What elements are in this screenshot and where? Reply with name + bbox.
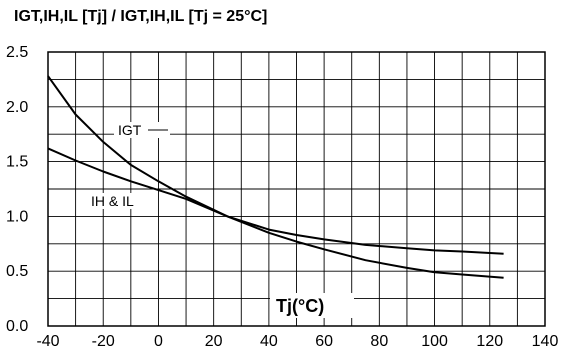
x-tick-labels: -40 -20 0 20 40 60 80 100 120 140 [36, 333, 558, 350]
label-background [270, 293, 354, 318]
annotations: IGT IH & IL Tj(°C) [88, 122, 354, 318]
series-layer [47, 75, 504, 279]
plot-frame [47, 51, 546, 327]
label-background [114, 122, 170, 138]
y-tick-label: 2.0 [6, 99, 28, 116]
y-tick-label: 0.0 [6, 318, 28, 335]
x-tick-label: -20 [92, 333, 115, 350]
y-tick-label: 1.5 [6, 154, 28, 171]
x-tick-label: 60 [315, 333, 333, 350]
series-line-1 [47, 147, 504, 279]
x-tick-label: 80 [370, 333, 388, 350]
x-tick-label: 120 [476, 333, 503, 350]
y-tick-label: 1.0 [6, 208, 28, 225]
y-tick-label: 0.5 [6, 263, 28, 280]
x-tick-label: -40 [36, 333, 59, 350]
label-background [88, 193, 152, 209]
x-tick-label: 20 [205, 333, 223, 350]
series-label-igt: IGT [118, 122, 142, 138]
x-tick-label: 40 [260, 333, 278, 350]
x-tick-label: 100 [421, 333, 448, 350]
x-tick-label: 0 [154, 333, 163, 350]
x-axis-label: Tj(°C) [276, 296, 324, 316]
series-line-0 [47, 75, 504, 255]
y-tick-labels: 0.0 0.5 1.0 1.5 2.0 2.5 [6, 44, 28, 335]
y-tick-label: 2.5 [6, 44, 28, 61]
grid [48, 52, 545, 326]
series-label-ih-il: IH & IL [91, 193, 134, 209]
x-tick-label: 140 [532, 333, 559, 350]
chart-title: IGT,IH,IL [Tj] / IGT,IH,IL [Tj = 25°C] [14, 8, 268, 25]
